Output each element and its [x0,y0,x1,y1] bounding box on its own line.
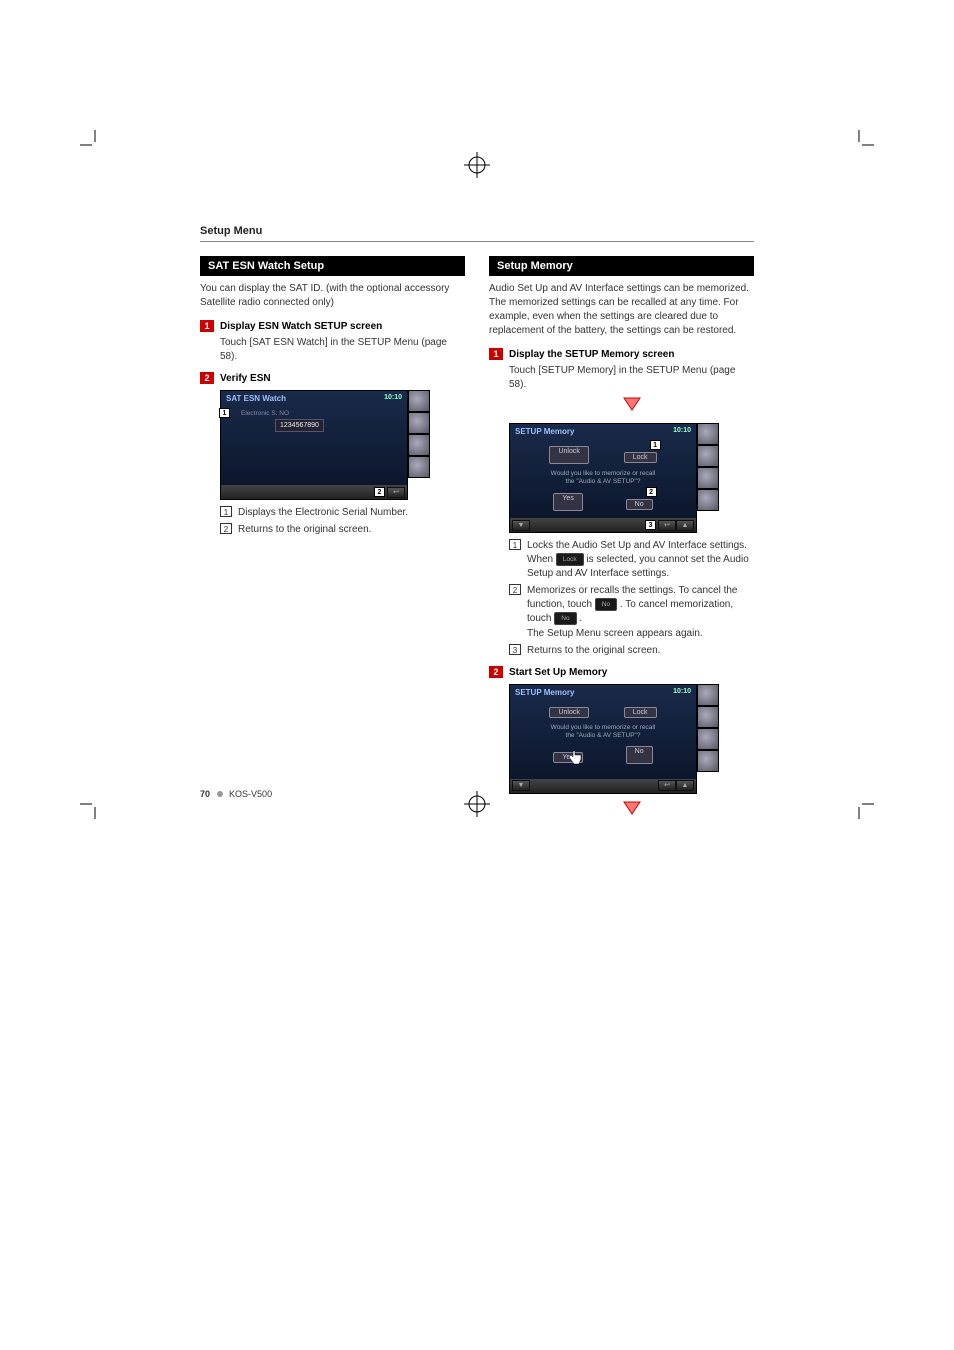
yes-button[interactable]: Yes [553,493,582,511]
sat-esn-screenshot: SAT ESN Watch 10:10 1 Electronic S. NO 1… [220,390,430,500]
screen-sidebar [408,390,430,500]
no-inline-button: No [554,612,576,625]
footer-bullet-icon [217,791,223,797]
page-number: 70 [200,789,210,799]
sidebar-icon[interactable] [697,423,719,445]
setup-memory-screenshot-2: SETUP Memory 10:10 Unlock Lock Would you… [509,684,719,794]
lock-button[interactable]: Lock [624,707,657,718]
cursor-hand-icon [567,750,583,766]
page-footer: 70 KOS-V500 [200,789,272,799]
lock-button[interactable]: Lock [624,452,657,463]
nav-up-icon[interactable]: ▲ [676,780,694,791]
note-number: 1 [220,506,232,517]
setup-memory-screenshot-1: SETUP Memory 10:10 Unlock Lock 1 [509,423,719,533]
left-notes: 1 Displays the Electronic Serial Number.… [220,506,465,537]
unlock-button[interactable]: Unlock [549,446,588,464]
screen-title: SAT ESN Watch [226,394,286,403]
screen-title: SETUP Memory [515,427,574,436]
sidebar-icon[interactable] [697,750,719,772]
screen-time: 10:10 [673,688,691,697]
callout-2: 2 [646,487,657,497]
step-body: Touch [SAT ESN Watch] in the SETUP Menu … [200,336,465,364]
step-number-badge: 1 [489,348,503,360]
sidebar-icon[interactable] [408,412,430,434]
screen-sidebar [697,684,719,794]
setup-memory-intro: Audio Set Up and AV Interface settings c… [489,282,754,338]
screen-time: 10:10 [673,427,691,436]
return-icon[interactable]: ↩ [658,780,676,791]
note-text: Locks the Audio Set Up and AV Interface … [527,539,754,581]
arrow-down-icon [489,396,754,417]
note-text: Returns to the original screen. [238,523,371,537]
right-notes: 1 Locks the Audio Set Up and AV Interfac… [509,539,754,658]
dialog-text: Would you like to memorize or recall the… [514,470,692,487]
callout-1: 1 [219,408,230,418]
screen-bottom-bar: ▼ ↩ ▲ [510,779,696,793]
sidebar-icon[interactable] [697,445,719,467]
no-inline-button: No [595,598,617,611]
right-step-1: 1 Display the SETUP Memory screen Touch … [489,348,754,658]
note-text: Returns to the original screen. [527,644,660,658]
nav-up-icon[interactable]: ▲ [676,520,694,531]
screen-bottom-bar: 2 ↩ [221,485,407,499]
sidebar-icon[interactable] [697,706,719,728]
no-button[interactable]: No [626,499,653,510]
step-number-badge: 2 [200,372,214,384]
right-column: Setup Memory Audio Set Up and AV Interfa… [489,256,754,829]
sat-esn-title: SAT ESN Watch Setup [200,256,465,276]
setup-memory-title: Setup Memory [489,256,754,276]
step-body: Touch [SETUP Memory] in the SETUP Menu (… [489,364,754,392]
screen-title: SETUP Memory [515,688,574,697]
section-header: Setup Menu [200,225,754,242]
left-step-1: 1 Display ESN Watch SETUP screen Touch [… [200,320,465,364]
screen-bottom-bar: ▼ 3 ↩ ▲ [510,518,696,532]
sidebar-icon[interactable] [408,390,430,412]
dialog-text: Would you like to memorize or recall the… [514,724,692,741]
screen-time: 10:10 [384,394,402,403]
step-number-badge: 2 [489,666,503,678]
esn-value: 1234567890 [275,419,324,432]
esn-label: Electronic S. NO [241,410,289,417]
right-step-2: 2 Start Set Up Memory SETUP Memory 10:10… [489,666,754,821]
sidebar-icon[interactable] [697,684,719,706]
note-number: 2 [509,584,521,595]
screen-sidebar [697,423,719,533]
no-button[interactable]: No [626,746,653,764]
return-icon[interactable]: ↩ [387,487,405,498]
sidebar-icon[interactable] [697,467,719,489]
model-name: KOS-V500 [229,789,272,799]
return-icon[interactable]: ↩ [658,520,676,531]
note-number: 2 [220,523,232,534]
sidebar-icon[interactable] [697,728,719,750]
left-column: SAT ESN Watch Setup You can display the … [200,256,465,829]
arrow-down-icon [489,800,754,821]
note-number: 1 [509,539,521,550]
note-number: 3 [509,644,521,655]
callout-1: 1 [650,440,661,450]
step-title: Display ESN Watch SETUP screen [220,321,382,332]
step-title: Verify ESN [220,373,271,384]
sidebar-icon[interactable] [697,489,719,511]
callout-3: 3 [645,520,656,530]
left-step-2: 2 Verify ESN SAT ESN Watch 10:10 1 Elect… [200,372,465,537]
note-text: Displays the Electronic Serial Number. [238,506,408,520]
callout-2: 2 [374,487,385,497]
sidebar-icon[interactable] [408,434,430,456]
sidebar-icon[interactable] [408,456,430,478]
lock-inline-button: Lock [556,553,584,566]
unlock-button[interactable]: Unlock [549,707,588,718]
step-number-badge: 1 [200,320,214,332]
step-title: Display the SETUP Memory screen [509,349,674,360]
step-title: Start Set Up Memory [509,667,607,678]
sat-esn-intro: You can display the SAT ID. (with the op… [200,282,465,310]
nav-down-icon[interactable]: ▼ [512,520,530,531]
note-text: Memorizes or recalls the settings. To ca… [527,584,754,640]
nav-down-icon[interactable]: ▼ [512,780,530,791]
